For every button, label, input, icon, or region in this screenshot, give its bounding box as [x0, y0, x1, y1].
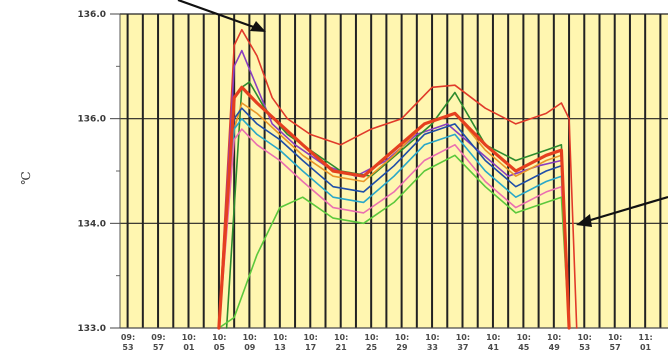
x-tick-label-minute: 29 [396, 343, 408, 352]
series-line [225, 81, 570, 329]
series-group [217, 28, 578, 330]
x-tick-label-minute: 25 [366, 343, 378, 352]
x-tick-label-hour: 10: [425, 333, 439, 342]
x-tick-label-minute: 17 [305, 343, 316, 352]
plot-background [120, 14, 668, 328]
series-line [218, 117, 570, 329]
series-line [218, 154, 570, 329]
y-tick-label: 133.0 [78, 324, 106, 334]
x-tick-label-hour: 10: [608, 333, 622, 342]
x-tick-label-minute: 41 [488, 343, 500, 352]
x-tick-label-hour: 10: [486, 333, 500, 342]
annotations [177, 0, 668, 227]
x-tick-label-minute: 21 [336, 343, 348, 352]
x-tick-label-hour: 10: [395, 333, 409, 342]
series-line [218, 102, 570, 329]
series-line [217, 85, 571, 330]
x-tick-label-minute: 57 [153, 343, 164, 352]
y-axis-label: ℃ [19, 171, 33, 184]
x-tick-label-minute: 09 [244, 343, 256, 352]
x-tick-label-hour: 10: [243, 333, 257, 342]
x-tick-label-minute: 45 [518, 343, 530, 352]
series-line [218, 28, 578, 329]
x-tick-label-minute: 33 [427, 343, 438, 352]
x-tick-label-minute: 13 [275, 343, 286, 352]
series-line [218, 107, 570, 329]
y-axis: 136.0 136.0 134.0 133.0 [78, 10, 120, 334]
arrowhead-peak-icon [250, 21, 266, 32]
y-tick-label: 134.0 [78, 219, 106, 229]
x-tick-label-minute: 57 [610, 343, 621, 352]
x-tick-label-minute: 53 [579, 343, 590, 352]
annotation-arrow-drop [583, 195, 668, 224]
x-tick-label-hour: 10: [577, 333, 591, 342]
x-tick-label-hour: 10: [303, 333, 317, 342]
x-tick-label-hour: 10: [456, 333, 470, 342]
x-tick-label-minute: 49 [549, 343, 561, 352]
x-tick-label-minute: 01 [183, 343, 195, 352]
y-tick-label: 136.0 [78, 10, 106, 20]
x-tick-label-hour: 10: [273, 333, 287, 342]
x-tick-label-minute: 53 [122, 343, 133, 352]
x-tick-label-hour: 10: [212, 333, 226, 342]
x-tick-label-hour: 09: [121, 333, 135, 342]
series-line [218, 128, 570, 329]
x-tick-label-minute: 05 [214, 343, 226, 352]
x-tick-label-minute: 01 [640, 343, 652, 352]
x-tick-label-hour: 10: [334, 333, 348, 342]
annotation-arrow-peak [177, 0, 263, 32]
x-tick-label-minute: 37 [457, 343, 468, 352]
y-tick-label: 136.0 [78, 115, 106, 125]
x-tick-label-hour: 09: [151, 333, 165, 342]
x-tick-label-hour: 10: [547, 333, 561, 342]
x-tick-label-hour: 10: [517, 333, 531, 342]
x-axis: 09:5309:5710:0110:0510:0910:1310:1710:21… [121, 333, 653, 352]
x-tick-label-hour: 10: [364, 333, 378, 342]
arrowhead-drop-icon [576, 214, 592, 227]
x-tick-label-hour: 11: [638, 333, 652, 342]
x-tick-label-hour: 10: [182, 333, 196, 342]
